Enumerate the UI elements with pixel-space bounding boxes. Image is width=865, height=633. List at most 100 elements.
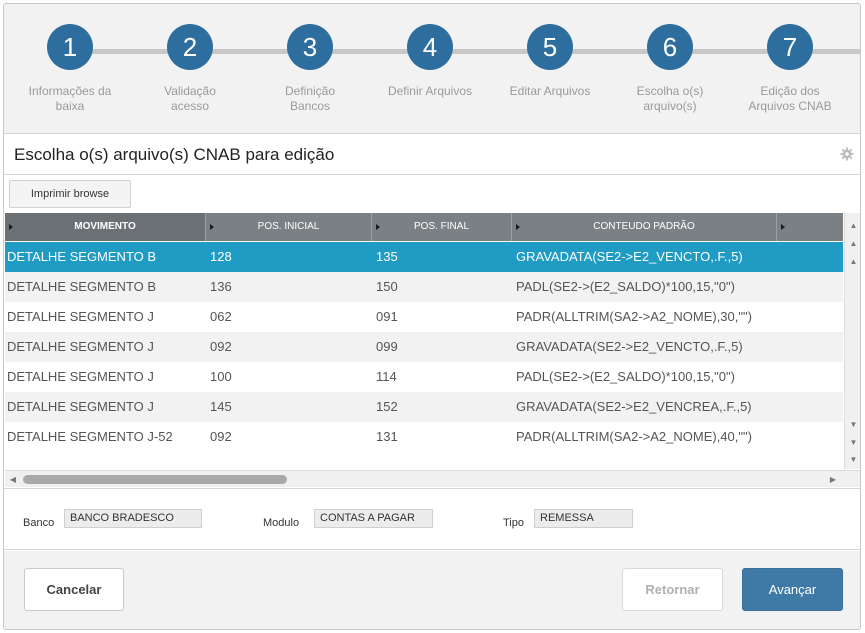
- cell-conteudo: PADR(ALLTRIM(SA2->A2_NOME),30,""): [516, 309, 752, 324]
- cell-pos-final: 135: [376, 249, 398, 264]
- scroll-up-icon[interactable]: ▲: [849, 257, 858, 266]
- cell-movimento: DETALHE SEGMENTO J: [7, 399, 154, 414]
- step-4[interactable]: 4 Definir Arquivos: [370, 24, 490, 99]
- cell-movimento: DETALHE SEGMENTO J: [7, 309, 154, 324]
- column-header-pos-final[interactable]: POS. FINAL: [372, 213, 512, 241]
- scroll-top-icon[interactable]: ▲: [849, 221, 858, 230]
- cell-conteudo: GRAVADATA(SE2->E2_VENCTO,.F.,5): [516, 249, 743, 264]
- table-row[interactable]: DETALHE SEGMENTO J-52 092 131 PADR(ALLTRIM(…: [5, 422, 843, 452]
- step-label: Definir Arquivos: [370, 84, 490, 99]
- tipo-field: REMESSA: [534, 509, 633, 528]
- cell-pos-final: 091: [376, 309, 398, 324]
- column-header-movimento[interactable]: MOVIMENTO: [5, 213, 206, 241]
- wizard-stepper: 1 Informações da baixa 2 Validação acesso 3 Def…: [4, 4, 860, 134]
- scroll-right-icon[interactable]: ▶: [829, 475, 837, 484]
- cell-pos-inicial: 136: [210, 279, 232, 294]
- page-title: Escolha o(s) arquivo(s) CNAB para edição: [14, 145, 335, 164]
- table-row[interactable]: DETALHE SEGMENTO J 145 152 GRAVADATA(SE2->E…: [5, 392, 843, 422]
- title-bar: Escolha o(s) arquivo(s) CNAB para edição: [4, 135, 860, 175]
- step-number: 3: [287, 24, 333, 70]
- scroll-bottom-icon[interactable]: ▼: [849, 455, 858, 464]
- step-label-line: Definir Arquivos: [387, 84, 473, 98]
- cell-movimento: DETALHE SEGMENTO B: [7, 279, 157, 294]
- step-label-line: Editar Arquivos: [509, 84, 591, 98]
- cancel-button[interactable]: Cancelar: [24, 568, 124, 611]
- column-menu-icon: [781, 224, 785, 230]
- cell-movimento: DETALHE SEGMENTO B: [7, 249, 157, 264]
- cell-conteudo: PADL(SE2->(E2_SALDO)*100,15,"0"): [516, 369, 735, 384]
- cell-pos-final: 152: [376, 399, 398, 414]
- modulo-label: Modulo: [263, 517, 300, 529]
- step-label-line: Definição: [284, 84, 336, 98]
- cell-conteudo: PADR(ALLTRIM(SA2->A2_NOME),40,""): [516, 429, 752, 444]
- step-2[interactable]: 2 Validação acesso: [130, 24, 250, 114]
- next-button[interactable]: Avançar: [742, 568, 843, 611]
- print-browse-button[interactable]: Imprimir browse: [9, 180, 131, 208]
- column-menu-icon: [210, 224, 214, 230]
- cnab-grid: MOVIMENTO POS. INICIAL POS. FINAL CONTEU…: [5, 213, 843, 469]
- banco-label: Banco: [23, 517, 55, 529]
- step-label-line: Informações da: [28, 84, 112, 98]
- table-row[interactable]: DETALHE SEGMENTO J 062 091 PADR(ALLTRIM(SA2…: [5, 302, 843, 332]
- scroll-page-down-icon[interactable]: ▼: [849, 438, 858, 447]
- step-1[interactable]: 1 Informações da baixa: [10, 24, 130, 114]
- table-row[interactable]: DETALHE SEGMENTO B 128 135 GRAVADATA(SE2->E…: [5, 242, 843, 272]
- step-5[interactable]: 5 Editar Arquivos: [490, 24, 610, 99]
- modulo-field: CONTAS A PAGAR: [314, 509, 433, 528]
- cell-pos-inicial: 145: [210, 399, 232, 414]
- column-header-extra[interactable]: [777, 213, 843, 241]
- cell-pos-final: 114: [376, 369, 397, 384]
- column-menu-icon: [376, 224, 380, 230]
- column-menu-icon: [516, 224, 520, 230]
- step-label: Escolha o(s) arquivo(s): [610, 84, 730, 114]
- table-row[interactable]: DETALHE SEGMENTO B 136 150 PADL(SE2->(E2_SA…: [5, 272, 843, 302]
- table-row[interactable]: DETALHE SEGMENTO J 100 114 PADL(SE2->(E2_SA…: [5, 362, 843, 392]
- step-number: 5: [527, 24, 573, 70]
- banco-field: BANCO BRADESCO: [64, 509, 202, 528]
- step-7[interactable]: 7 Edição dos Arquivos CNAB: [730, 24, 850, 114]
- step-number: 4: [407, 24, 453, 70]
- stepper-connector: [70, 49, 860, 54]
- step-number: 6: [647, 24, 693, 70]
- step-3[interactable]: 3 Definição Bancos: [250, 24, 370, 114]
- step-label-line: acesso: [170, 99, 210, 113]
- step-label-line: Edição dos: [760, 84, 820, 98]
- cell-pos-inicial: 092: [210, 429, 232, 444]
- cell-pos-final: 099: [376, 339, 398, 354]
- step-label-line: Validação: [164, 84, 216, 98]
- step-label: Validação acesso: [130, 84, 250, 114]
- cell-movimento: DETALHE SEGMENTO J-52: [7, 429, 173, 444]
- column-header-conteudo[interactable]: CONTEUDO PADRÃO: [512, 213, 777, 241]
- step-label: Edição dos Arquivos CNAB: [730, 84, 850, 114]
- step-label: Informações da baixa: [10, 84, 130, 114]
- column-header-pos-inicial[interactable]: POS. INICIAL: [206, 213, 372, 241]
- horizontal-scrollbar[interactable]: ◀ ▶: [5, 470, 860, 487]
- tipo-label: Tipo: [503, 517, 524, 529]
- step-label-line: Arquivos CNAB: [748, 99, 832, 113]
- horizontal-scroll-thumb[interactable]: [23, 475, 287, 484]
- scroll-down-icon[interactable]: ▼: [849, 420, 858, 429]
- scroll-left-icon[interactable]: ◀: [9, 475, 17, 484]
- cell-pos-final: 131: [376, 429, 398, 444]
- grid-header: MOVIMENTO POS. INICIAL POS. FINAL CONTEU…: [5, 213, 843, 241]
- table-row[interactable]: DETALHE SEGMENTO J 092 099 GRAVADATA(SE2->E…: [5, 332, 843, 362]
- step-label: Editar Arquivos: [490, 84, 610, 99]
- cell-pos-inicial: 092: [210, 339, 232, 354]
- cell-movimento: DETALHE SEGMENTO J: [7, 369, 154, 384]
- wizard-window: 1 Informações da baixa 2 Validação acesso 3 Def…: [3, 3, 861, 630]
- column-menu-icon: [9, 224, 13, 230]
- scroll-page-up-icon[interactable]: ▲: [849, 239, 858, 248]
- cell-conteudo: PADL(SE2->(E2_SALDO)*100,15,"0"): [516, 279, 735, 294]
- cell-movimento: DETALHE SEGMENTO J: [7, 339, 154, 354]
- cell-conteudo: GRAVADATA(SE2->E2_VENCTO,.F.,5): [516, 339, 743, 354]
- gear-icon[interactable]: [840, 147, 854, 166]
- step-6[interactable]: 6 Escolha o(s) arquivo(s): [610, 24, 730, 114]
- cell-pos-inicial: 128: [210, 249, 232, 264]
- step-label: Definição Bancos: [250, 84, 370, 114]
- cell-pos-final: 150: [376, 279, 398, 294]
- back-button[interactable]: Retornar: [622, 568, 723, 611]
- step-number: 7: [767, 24, 813, 70]
- vertical-scrollbar[interactable]: ▲ ▲ ▲ ▼ ▼ ▼: [844, 213, 860, 469]
- step-number: 1: [47, 24, 93, 70]
- step-label-line: Escolha o(s): [636, 84, 704, 98]
